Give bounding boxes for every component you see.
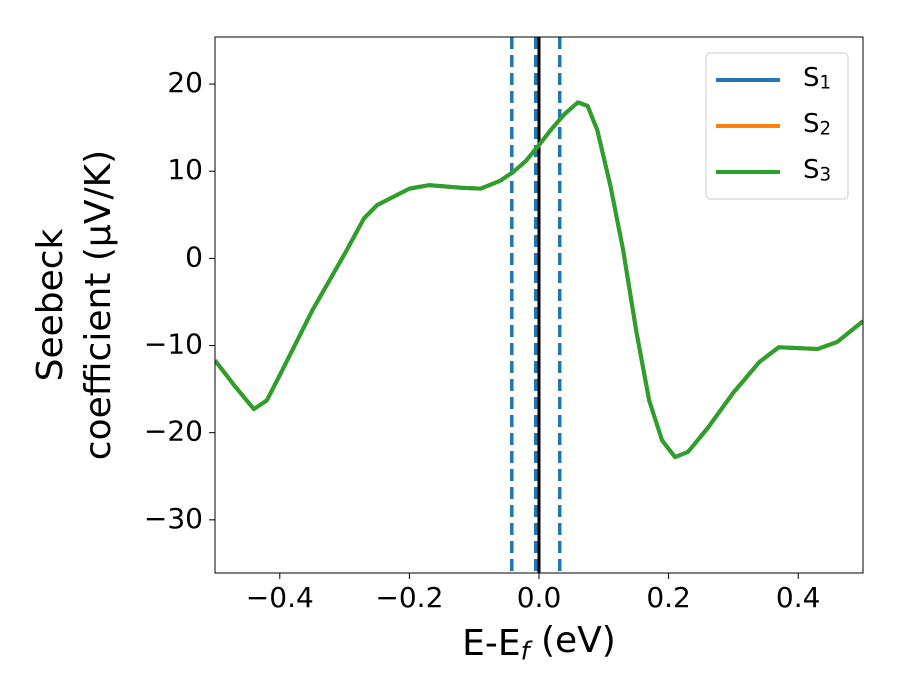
y-tick-label: −30 <box>144 502 203 535</box>
y-tick-label: 20 <box>167 66 203 99</box>
legend-label: S3 <box>803 155 831 186</box>
series-line <box>215 100 863 460</box>
y-tick-label: 0 <box>185 240 203 273</box>
x-tick-label: 0.4 <box>776 581 821 614</box>
x-tick-label: −0.2 <box>375 581 443 614</box>
y-tick-label: −10 <box>144 328 203 361</box>
x-tick-label: 0.0 <box>517 581 562 614</box>
y-axis-label: Seebeck <box>30 228 71 381</box>
x-tick-label: 0.2 <box>646 581 691 614</box>
plot-frame <box>214 36 864 574</box>
y-tick-label: 10 <box>167 153 203 186</box>
legend-label: S1 <box>803 63 831 94</box>
x-axis-label: E-Ef (eV) <box>462 620 616 666</box>
x-tick-label: −0.4 <box>246 581 314 614</box>
y-tick-label: −20 <box>144 415 203 448</box>
y-axis-label: coefficient (μV/K) <box>78 150 119 460</box>
legend-label: S2 <box>803 109 831 140</box>
